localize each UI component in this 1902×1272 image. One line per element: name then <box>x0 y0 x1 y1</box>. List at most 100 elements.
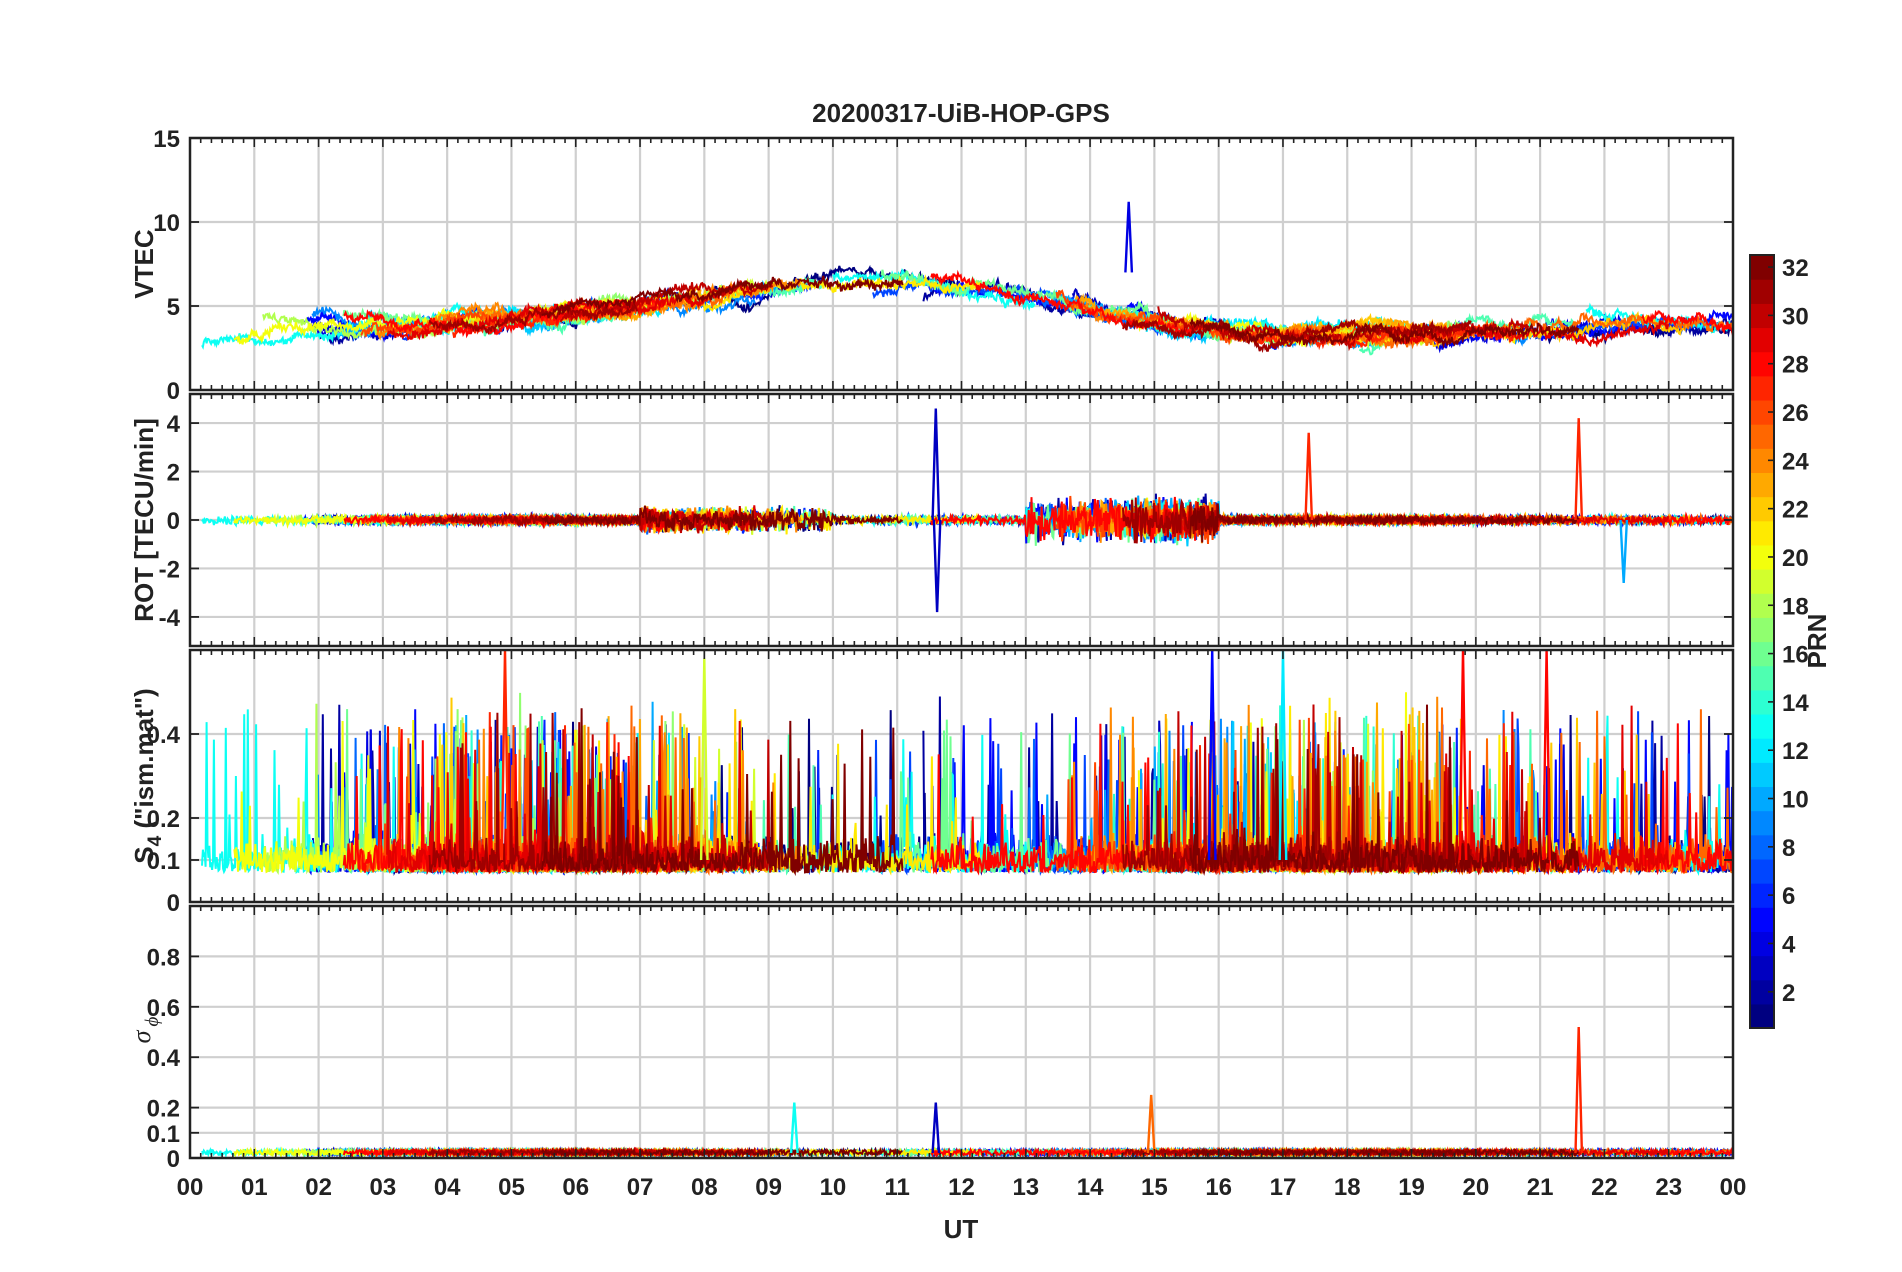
x-tick-label: 18 <box>1334 1174 1361 1201</box>
spike-line <box>1207 650 1217 861</box>
x-tick-label: 21 <box>1527 1174 1554 1201</box>
spike-line <box>931 1102 941 1154</box>
colorbar-tick-label: 26 <box>1782 400 1809 427</box>
colorbar-frame <box>1749 254 1775 1029</box>
y-tick-label: 0.8 <box>147 944 180 971</box>
prn-series-line <box>541 505 904 532</box>
spike-line <box>1458 650 1468 861</box>
chart-title: 20200317-UiB-HOP-GPS <box>812 98 1110 128</box>
x-tick-label: 13 <box>1012 1174 1039 1201</box>
spike-line <box>1304 432 1314 521</box>
y-tick-label: 0 <box>167 508 180 535</box>
prn-series-line <box>930 496 1197 543</box>
colorbar-tick-label: 20 <box>1782 545 1809 572</box>
x-tick-label: 20 <box>1462 1174 1489 1201</box>
series-group <box>201 408 1733 613</box>
panel-rot: -4 -2 0 2 4 <box>159 392 1735 648</box>
x-tick-label: 09 <box>755 1174 782 1201</box>
colorbar-tick-label: 12 <box>1782 738 1809 765</box>
colorbar-swatch <box>1750 665 1774 691</box>
colorbar-tick-label: 14 <box>1782 690 1809 717</box>
prn-series-line <box>541 275 904 319</box>
colorbar-tick-label: 4 <box>1782 931 1796 958</box>
y-label-sigma-symbol: σ <box>127 1029 156 1043</box>
y-label-sigma-phi: σϕ <box>127 1017 163 1044</box>
spike-line <box>1278 650 1288 861</box>
y-tick-label: 0.1 <box>147 1121 180 1148</box>
x-tick-label: 17 <box>1270 1174 1297 1201</box>
prn-series-line <box>1189 704 1580 876</box>
spike-line <box>1146 1094 1156 1154</box>
colorbar-swatch <box>1750 424 1774 449</box>
colorbar-swatch <box>1750 279 1774 304</box>
x-tick-label: 06 <box>562 1174 589 1201</box>
x-tick-label: 03 <box>370 1174 397 1201</box>
colorbar-swatch <box>1750 810 1774 836</box>
colorbar-swatch <box>1750 569 1774 594</box>
y-tick-label: -2 <box>159 556 180 583</box>
prn-series-line <box>1641 309 1733 337</box>
y-tick-label: 0 <box>167 1146 180 1173</box>
colorbar-swatch <box>1750 713 1774 739</box>
y-tick-label: 0.1 <box>147 848 180 875</box>
x-tick-label: 04 <box>434 1174 461 1201</box>
x-tick-label: 08 <box>691 1174 718 1201</box>
panel-sigma-phi: 00.10.2 0.4 0.6 0.8 <box>147 904 1735 1173</box>
x-axis-label: UT <box>944 1214 979 1244</box>
y-label-s4: S4 ("ism.mat") <box>129 688 166 863</box>
series-group <box>201 650 1733 877</box>
colorbar-tick-label: 30 <box>1782 303 1809 330</box>
y-tick-label: 0.6 <box>147 995 180 1022</box>
series-group <box>201 1026 1733 1158</box>
x-tick-label: 02 <box>305 1174 332 1201</box>
series-group <box>201 201 1733 356</box>
y-tick-label: 15 <box>153 126 180 153</box>
prn-series-line <box>1189 503 1580 543</box>
y-tick-label: 10 <box>153 210 180 237</box>
prn-series-line <box>559 281 773 323</box>
x-tick-label: 11 <box>885 1174 910 1201</box>
x-tick-label: 10 <box>820 1174 847 1201</box>
x-tick-label: 23 <box>1655 1174 1682 1201</box>
colorbar-swatch <box>1750 472 1774 498</box>
spike-line <box>931 408 941 521</box>
colorbar-swatch <box>1750 907 1774 932</box>
spike-line <box>932 519 942 613</box>
x-tick-label: 16 <box>1205 1174 1232 1201</box>
x-tick-label: 19 <box>1398 1174 1425 1201</box>
prn-series-line <box>541 708 904 877</box>
prn-series-line <box>1121 717 1472 876</box>
x-tick-label: 00 <box>1720 1174 1747 1201</box>
y-tick-label: 5 <box>167 294 180 321</box>
x-tick-label: 00 <box>177 1174 204 1201</box>
y-label-s4-suffix: ("ism.mat") <box>129 688 159 835</box>
colorbar-tick-label: 8 <box>1782 835 1795 862</box>
colorbar-tick-label: 28 <box>1782 352 1809 379</box>
colorbar-swatch <box>1750 617 1774 643</box>
spike-line <box>500 650 510 861</box>
y-tick-label: -4 <box>159 605 181 632</box>
prn-series-line <box>1189 316 1580 349</box>
colorbar-swatch <box>1750 955 1774 981</box>
prn-series-line <box>428 1146 638 1158</box>
prn-series-line <box>930 1146 1197 1158</box>
y-tick-label: 2 <box>167 460 180 487</box>
colorbar-swatch <box>1750 327 1774 353</box>
x-tick-label: 07 <box>627 1174 654 1201</box>
y-label-sigma-sub: ϕ <box>142 1017 163 1027</box>
y-label-s4-sub: 4 <box>145 835 166 846</box>
y-tick-label: 4 <box>167 411 181 438</box>
prn-series-line <box>428 302 639 335</box>
spike-line <box>1619 519 1629 584</box>
colorbar-swatch <box>1750 1003 1774 1029</box>
prn-series-line <box>1189 1146 1580 1158</box>
y-tick-label: 0.4 <box>147 722 181 749</box>
colorbar-tick-label: 18 <box>1782 593 1809 620</box>
y-tick-label: 0 <box>167 890 180 917</box>
colorbar-tick-label: 2 <box>1782 980 1795 1007</box>
prn-series-line <box>428 712 638 876</box>
spike-line <box>789 1102 799 1154</box>
colorbar-label: PRN <box>1802 614 1832 669</box>
